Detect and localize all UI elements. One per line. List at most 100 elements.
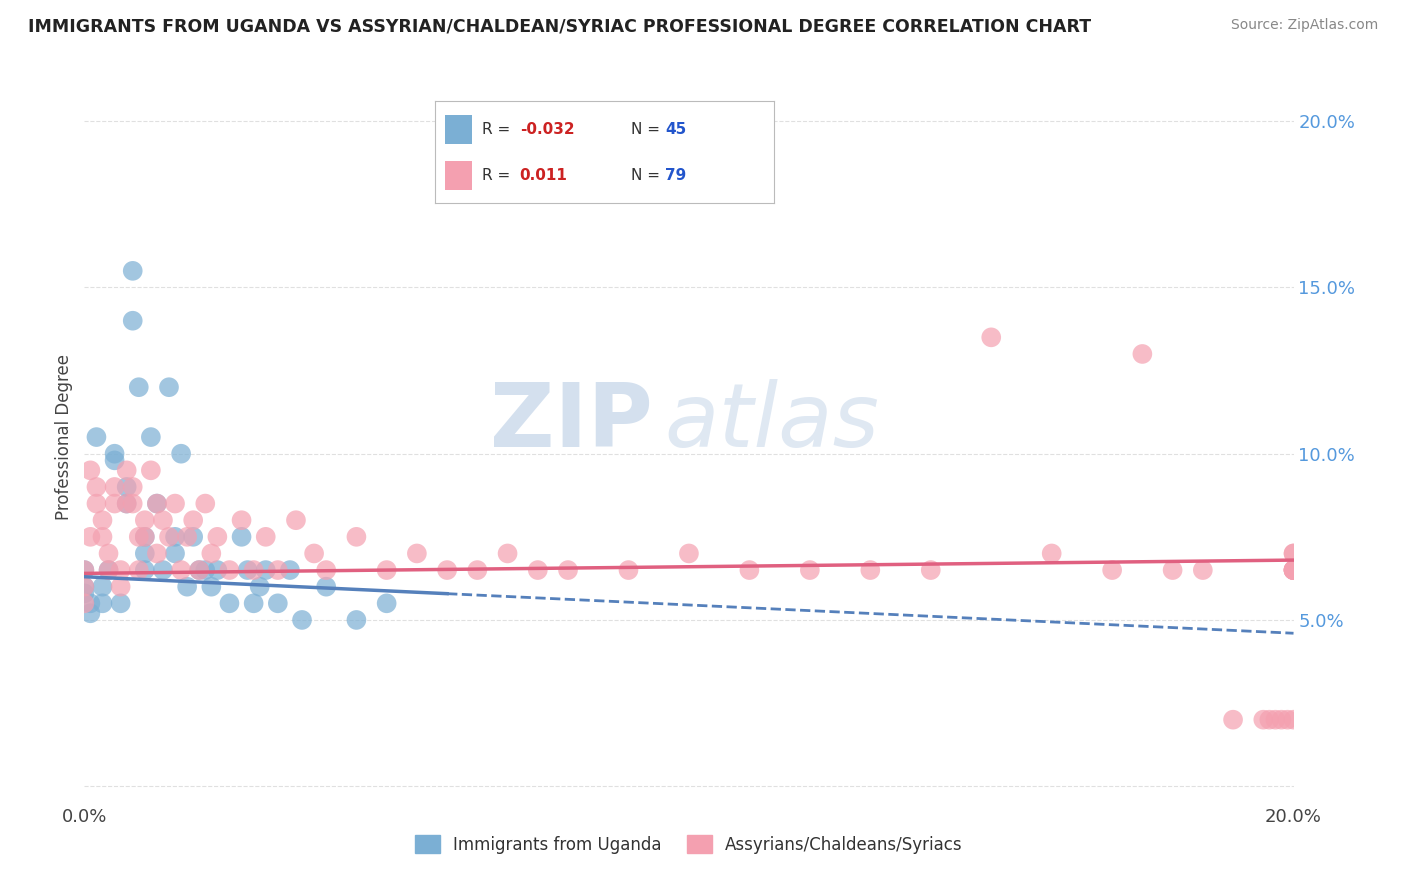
Point <box>375 563 398 577</box>
Point <box>79 530 101 544</box>
Point <box>104 480 127 494</box>
Point <box>200 580 222 594</box>
Point <box>1130 347 1153 361</box>
Point <box>1161 563 1184 577</box>
Point <box>1258 713 1281 727</box>
Point <box>134 530 156 544</box>
Point <box>128 563 150 577</box>
Y-axis label: Professional Degree: Professional Degree <box>55 354 73 520</box>
Point <box>207 563 229 577</box>
Point <box>121 497 143 511</box>
Point <box>146 546 169 560</box>
Point <box>920 563 942 577</box>
Point <box>176 530 198 544</box>
Point <box>1282 546 1305 560</box>
Point <box>1192 563 1215 577</box>
Point <box>73 580 96 594</box>
Point <box>97 546 120 560</box>
Point <box>254 563 277 577</box>
Point <box>121 480 143 494</box>
Point <box>231 530 253 544</box>
Point <box>181 513 204 527</box>
Point <box>1270 713 1292 727</box>
Point <box>170 563 193 577</box>
Point <box>91 530 114 544</box>
Point <box>527 563 550 577</box>
Point <box>278 563 301 577</box>
Point <box>152 563 174 577</box>
Point <box>128 380 150 394</box>
Point <box>1282 563 1305 577</box>
Point <box>1282 713 1305 727</box>
Point <box>218 563 240 577</box>
Point <box>188 563 211 577</box>
Point <box>1282 563 1305 577</box>
Point <box>152 513 174 527</box>
Point <box>134 546 156 560</box>
Point <box>188 563 211 577</box>
Point <box>170 447 193 461</box>
Point <box>134 563 156 577</box>
Point <box>134 513 156 527</box>
Point <box>157 530 180 544</box>
Point <box>115 463 138 477</box>
Point <box>91 513 114 527</box>
Point <box>617 563 640 577</box>
Point <box>104 497 127 511</box>
Point <box>104 453 127 467</box>
Point <box>73 586 96 600</box>
Point <box>242 563 264 577</box>
Point <box>242 596 264 610</box>
Point <box>86 497 108 511</box>
Point <box>200 546 222 560</box>
Point <box>165 546 187 560</box>
Point <box>254 530 277 544</box>
Point <box>980 330 1002 344</box>
Point <box>218 596 240 610</box>
Point <box>678 546 700 560</box>
Point <box>73 563 96 577</box>
Point <box>557 563 579 577</box>
Point <box>146 497 169 511</box>
Point <box>1222 713 1244 727</box>
Point <box>86 430 108 444</box>
Point <box>128 530 150 544</box>
Text: ZIP: ZIP <box>489 379 652 466</box>
Text: IMMIGRANTS FROM UGANDA VS ASSYRIAN/CHALDEAN/SYRIAC PROFESSIONAL DEGREE CORRELATI: IMMIGRANTS FROM UGANDA VS ASSYRIAN/CHALD… <box>28 18 1091 36</box>
Point <box>1282 546 1305 560</box>
Point <box>97 563 120 577</box>
Point <box>194 497 217 511</box>
Point <box>110 596 132 610</box>
Text: atlas: atlas <box>665 379 880 466</box>
Legend: Immigrants from Uganda, Assyrians/Chaldeans/Syriacs: Immigrants from Uganda, Assyrians/Chalde… <box>408 829 970 860</box>
Point <box>91 596 114 610</box>
Point <box>110 580 132 594</box>
Point <box>1264 713 1286 727</box>
Point <box>79 596 101 610</box>
Point <box>176 580 198 594</box>
Point <box>194 563 217 577</box>
Point <box>110 563 132 577</box>
Point <box>236 563 259 577</box>
Point <box>115 497 138 511</box>
Point <box>1101 563 1123 577</box>
Point <box>436 563 458 577</box>
Point <box>267 596 290 610</box>
Point <box>146 497 169 511</box>
Point <box>799 563 821 577</box>
Point <box>104 447 127 461</box>
Text: Source: ZipAtlas.com: Source: ZipAtlas.com <box>1230 18 1378 32</box>
Point <box>346 613 368 627</box>
Point <box>181 530 204 544</box>
Point <box>302 546 325 560</box>
Point <box>738 563 761 577</box>
Point <box>231 513 253 527</box>
Point <box>115 497 138 511</box>
Point <box>1040 546 1063 560</box>
Point <box>1253 713 1275 727</box>
Point <box>207 530 229 544</box>
Point <box>115 480 138 494</box>
Point <box>1282 563 1305 577</box>
Point <box>73 596 96 610</box>
Point <box>1277 713 1299 727</box>
